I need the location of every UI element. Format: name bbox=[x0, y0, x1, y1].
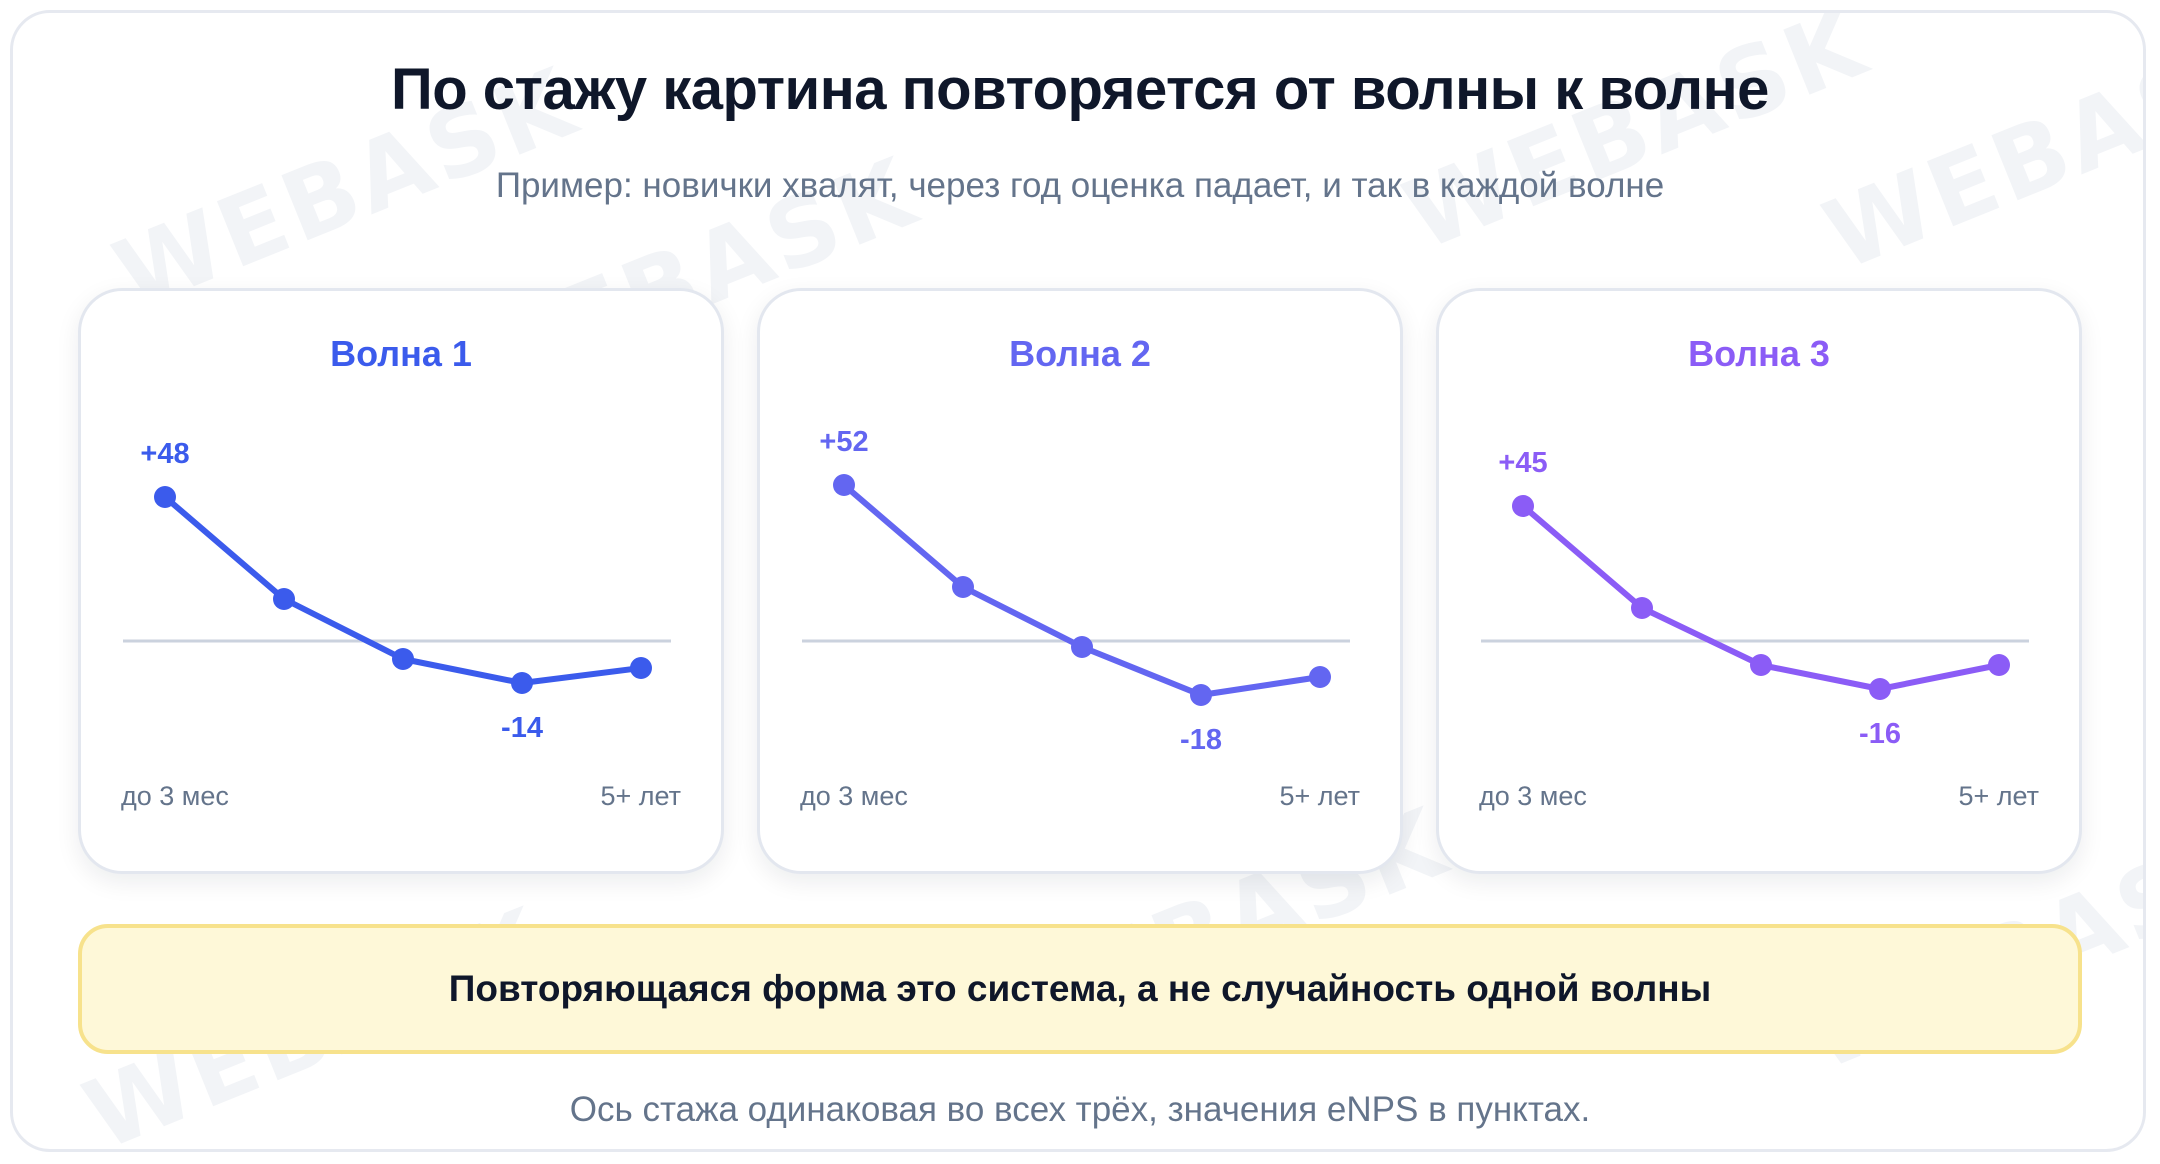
watermark: WEBASK bbox=[1389, 10, 1883, 273]
series-line bbox=[841, 482, 1323, 698]
data-point bbox=[833, 474, 855, 496]
data-label: +48 bbox=[140, 438, 189, 470]
callout-text: Повторяющаяся форма это система, а не сл… bbox=[448, 968, 1712, 1009]
x-axis-end-label: 5+ лет bbox=[1279, 781, 1360, 811]
data-point bbox=[273, 588, 295, 610]
data-point bbox=[1988, 654, 2010, 676]
data-label: -16 bbox=[1859, 718, 1901, 750]
wave-title: Волна 1 bbox=[330, 333, 472, 374]
data-label: +52 bbox=[819, 426, 868, 458]
data-label: -14 bbox=[501, 712, 543, 744]
wave-card-2: Волна 2 +52 -18 до 3 мес 5+ лет bbox=[757, 288, 1403, 874]
data-label: +45 bbox=[1498, 447, 1547, 479]
x-axis-start-label: до 3 мес bbox=[1479, 781, 1587, 811]
data-point bbox=[511, 672, 533, 694]
x-axis-start-label: до 3 мес bbox=[800, 781, 908, 811]
data-point bbox=[392, 648, 414, 670]
x-axis-start-label: до 3 мес bbox=[121, 781, 229, 811]
wave-chart: +52 -18 bbox=[802, 426, 1350, 756]
conclusion-callout: Повторяющаяся форма это система, а не сл… bbox=[78, 924, 2082, 1054]
data-point bbox=[1071, 636, 1093, 658]
data-point bbox=[1512, 495, 1534, 517]
wave-card-1: Волна 1 +48 -14 до 3 мес 5+ лет bbox=[78, 288, 724, 874]
data-point bbox=[952, 576, 974, 598]
watermark: WEBASK bbox=[1809, 10, 2146, 293]
data-point bbox=[1190, 684, 1212, 706]
wave-title: Волна 3 bbox=[1688, 333, 1830, 374]
footnote: Ось стажа одинаковая во всех трёх, значе… bbox=[569, 1090, 1591, 1129]
data-point bbox=[630, 657, 652, 679]
data-point bbox=[1750, 654, 1772, 676]
data-point bbox=[1309, 666, 1331, 688]
page-subtitle: Пример: новички хвалят, через год оценка… bbox=[495, 166, 1665, 205]
wave-chart: +45 -16 bbox=[1481, 447, 2029, 750]
wave-card-3: Волна 3 +45 -16 до 3 мес 5+ лет bbox=[1436, 288, 2082, 874]
data-label: -18 bbox=[1180, 724, 1222, 756]
data-point bbox=[1869, 678, 1891, 700]
page-title: По стажу картина повторяется от волны к … bbox=[391, 57, 1769, 122]
x-axis-end-label: 5+ лет bbox=[600, 781, 681, 811]
data-point bbox=[154, 486, 176, 508]
wave-chart: +48 -14 bbox=[123, 438, 671, 744]
wave-title: Волна 2 bbox=[1009, 333, 1151, 374]
data-point bbox=[1631, 597, 1653, 619]
x-axis-end-label: 5+ лет bbox=[1958, 781, 2039, 811]
